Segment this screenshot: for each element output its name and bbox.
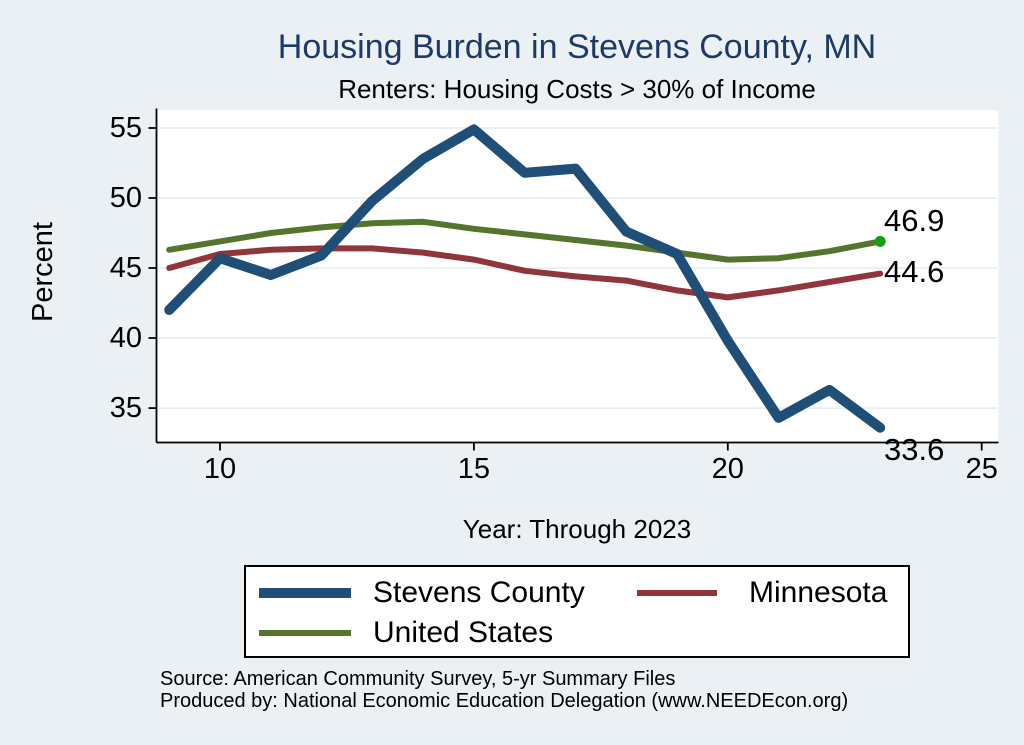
end-value-label-stevens-county: 33.6 [884,432,945,467]
chart-subtitle: Renters: Housing Costs > 30% of Income [338,74,816,104]
legend-label-united-states: United States [373,616,554,649]
legend-label-minnesota: Minnesota [749,576,888,609]
x-tick-label: 15 [457,453,491,485]
legend: Stevens County Minnesota United States [244,565,910,658]
x-tick-label: 25 [965,453,998,485]
x-tick-label: 10 [203,453,237,485]
y-tick-label: 50 [109,182,142,215]
produced-by-note: Produced by: National Economic Education… [160,690,849,712]
y-tick-label: 45 [109,252,142,285]
end-value-label-united-states: 46.9 [884,203,945,238]
series-line-stevens-county [164,124,886,433]
y-tick-label: 55 [109,112,142,144]
legend-swatch-minnesota [637,590,717,596]
y-axis-title: Percent [27,222,59,322]
x-tick-label: 20 [711,453,744,485]
legend-item-united-states: United States [259,615,553,651]
end-value-label-minnesota: 44.6 [884,254,945,289]
legend-label-stevens-county: Stevens County [373,576,585,609]
y-tick-label: 35 [109,392,142,425]
legend-swatch-stevens-county [259,588,351,598]
source-note: Source: American Community Survey, 5-yr … [160,668,676,690]
legend-item-minnesota: Minnesota [637,575,887,611]
end-marker-united-states [874,235,886,247]
x-axis-title: Year: Through 2023 [462,514,692,544]
legend-item-stevens-county: Stevens County [259,575,585,611]
chart-title: Housing Burden in Stevens County, MN [277,28,877,66]
legend-swatch-united-states [259,630,351,636]
series-line-minnesota [166,245,884,301]
series-line-united-states [166,218,884,263]
y-tick-label: 40 [109,322,142,355]
